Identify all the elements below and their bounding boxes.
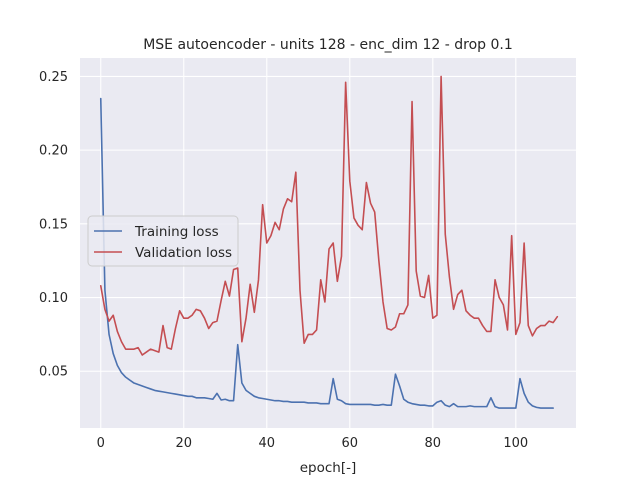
x-tick-label: 60 <box>342 436 359 451</box>
y-tick-label: 0.20 <box>39 144 68 159</box>
legend: Training loss Validation loss <box>87 215 239 267</box>
x-tick-label: 0 <box>97 436 105 451</box>
series-layer <box>99 75 559 409</box>
x-tick-label: 100 <box>503 436 528 451</box>
y-tick-label: 0.10 <box>39 291 68 306</box>
x-tick-label: 20 <box>175 436 192 451</box>
y-tick-label: 0.15 <box>39 217 68 232</box>
series-line-validation-loss <box>99 75 559 356</box>
chart-title: MSE autoencoder - units 128 - enc_dim 12… <box>143 37 513 53</box>
tick-labels: 0 20 40 60 80 100 0.05 0.10 0.15 0.20 0.25 <box>39 70 528 451</box>
series-line-training-loss <box>99 97 554 409</box>
legend-entry-label: Training loss <box>134 224 219 240</box>
y-tick-label: 0.05 <box>39 365 68 380</box>
x-tick-label: 80 <box>425 436 442 451</box>
y-tick-label: 0.25 <box>39 70 68 85</box>
legend-box <box>87 215 239 267</box>
x-axis-label: epoch[-] <box>300 460 357 476</box>
x-tick-label: 40 <box>259 436 276 451</box>
legend-entry-label: Validation loss <box>135 245 232 261</box>
